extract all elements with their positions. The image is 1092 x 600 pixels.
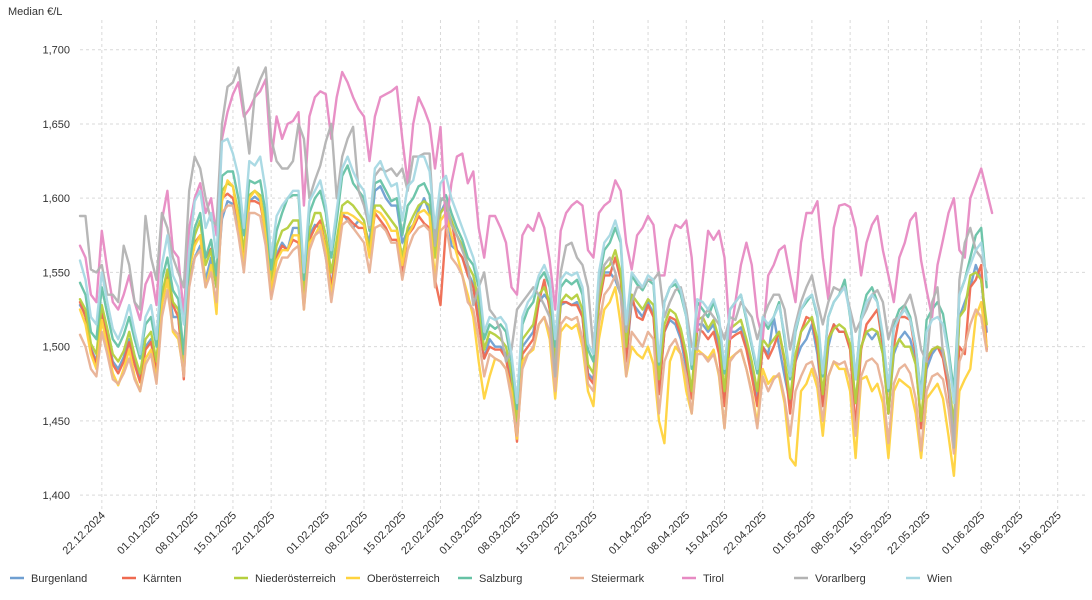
series-line-tirol [78, 70, 994, 341]
legend-label-ober-sterreich: Oberösterreich [367, 573, 440, 585]
legend-label-salzburg: Salzburg [479, 573, 522, 585]
legend-label-k-rnten: Kärnten [143, 573, 182, 585]
y-axis-title: Median €/L [8, 6, 62, 18]
y-tick-label: 1,450 [42, 416, 70, 428]
legend-label-tirol: Tirol [703, 573, 724, 585]
x-tick-label: 22.12.2024 [61, 510, 108, 557]
series-lines [78, 66, 994, 477]
series-line-wien [78, 137, 988, 405]
y-tick-label: 1,700 [42, 45, 70, 57]
y-tick-label: 1,600 [42, 193, 70, 205]
legend-label-steiermark: Steiermark [591, 573, 645, 585]
legend: Burgenland Kärnten Niederösterreich Oberöst… [10, 573, 952, 585]
legend-label-burgenland: Burgenland [31, 573, 87, 585]
y-tick-label: 1,550 [42, 267, 70, 279]
y-tick-label: 1,500 [42, 342, 70, 354]
x-axis-ticks: 22.12.2024 01.01.202508.01.202515.01.2025… [61, 510, 1064, 557]
y-axis-ticks: 1,400 1,450 1,500 1,550 1,600 1,650 1,700 [42, 45, 70, 502]
legend-label-wien: Wien [927, 573, 952, 585]
series-line-steiermark [78, 204, 988, 455]
y-tick-label: 1,650 [42, 119, 70, 131]
series-line-ober-sterreich [78, 179, 988, 477]
legend-label-nieder-sterreich: Niederösterreich [255, 573, 336, 585]
legend-label-vorarlberg: Vorarlberg [815, 573, 866, 585]
y-tick-label: 1,400 [42, 490, 70, 502]
series-line-vorarlberg [78, 66, 988, 449]
